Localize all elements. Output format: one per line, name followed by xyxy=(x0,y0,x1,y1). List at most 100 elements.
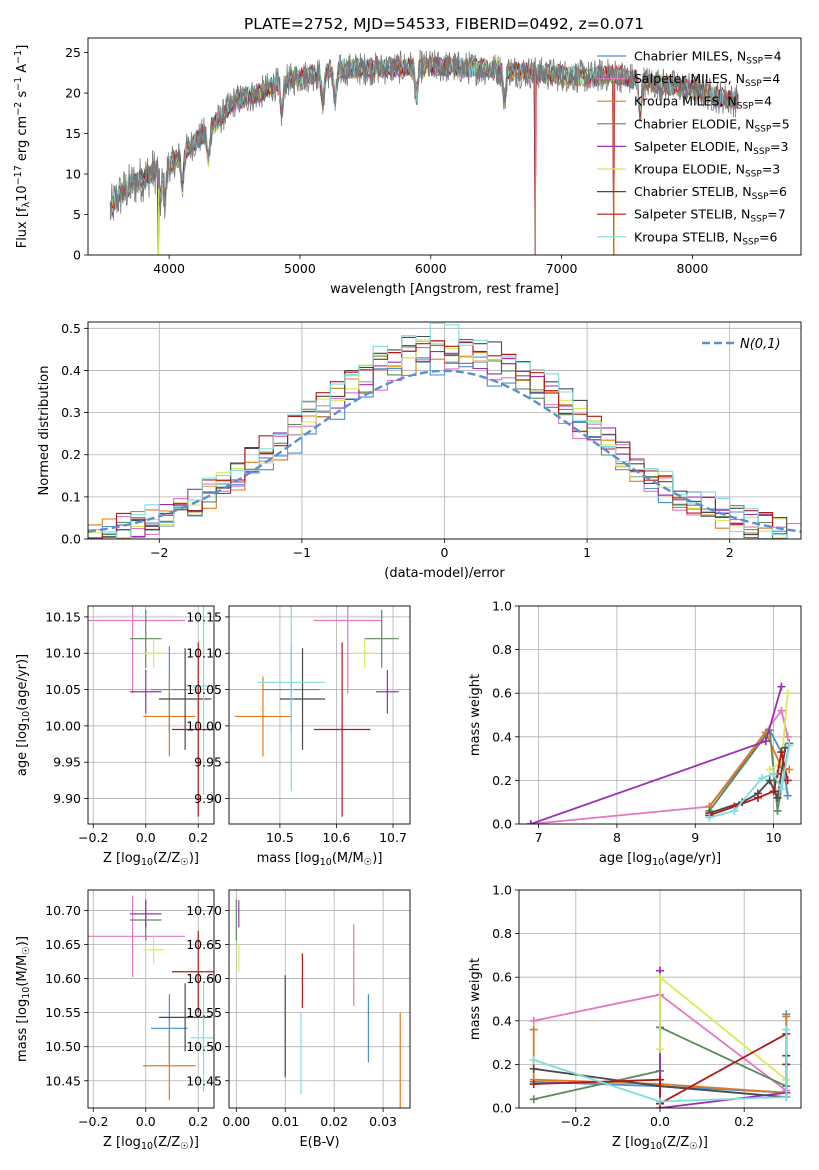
legend-entry: Kroupa MILES, NSSP=4 xyxy=(634,94,772,112)
residual-histogram xyxy=(88,347,801,539)
label-part: 10 xyxy=(141,1141,153,1152)
mass-weight-marker xyxy=(785,741,794,750)
spectrum-panel: 4000 5000 6000 7000 8000 0 5 10 15 20 25 wavelength… xyxy=(13,37,802,297)
y-tick-label: 10.10 xyxy=(45,646,81,661)
x-tick-label: 10.5 xyxy=(266,830,294,845)
label-part: (Z/Z xyxy=(662,1135,689,1150)
y-tick-label: 0.8 xyxy=(492,926,512,941)
y-tick-label: 0.2 xyxy=(61,447,81,462)
y-axis-label: mass weight xyxy=(468,674,483,756)
mass-weight-marker xyxy=(529,1095,538,1104)
mass-weight-line xyxy=(533,1029,788,1103)
y-axis-label: mass weight xyxy=(468,958,483,1040)
legend-entry-main: Salpeter MILES, N xyxy=(634,71,745,86)
label-part: ☉ xyxy=(364,857,373,868)
legend-entry: Chabrier ELODIE, NSSP=5 xyxy=(634,116,790,134)
y-tick-label: 0.6 xyxy=(492,970,512,985)
legend-entry: N(0,1) xyxy=(740,337,781,352)
mass-weight-marker xyxy=(777,785,786,794)
x-tick-label: 2 xyxy=(726,545,734,560)
mass-weight-marker xyxy=(783,732,792,741)
label-part: −1 xyxy=(13,50,24,64)
mass-vs-extinction-panel: 0.00 0.01 0.02 0.03 10.45 10.50 10.55 10.60 10.6… xyxy=(186,889,411,1150)
legend-entry: Kroupa ELODIE, NSSP=3 xyxy=(634,162,780,180)
legend-entry-subscript: SSP xyxy=(752,192,769,202)
legend-entry-tail: =4 xyxy=(763,49,781,64)
x-tick-label: 10 xyxy=(766,830,782,845)
y-tick-label: 0.4 xyxy=(61,363,81,378)
legend-entry-tail: =6 xyxy=(759,229,777,244)
x-axis-label: Z [log10(Z/Z☉)] xyxy=(103,851,199,868)
x-axis-label: (data-model)/error xyxy=(384,566,505,581)
y-tick-label: 1.0 xyxy=(492,883,512,898)
legend-entry-main: Kroupa MILES, N xyxy=(634,94,737,109)
mass-weight-marker xyxy=(529,1025,538,1034)
label-part: −1 xyxy=(13,77,24,91)
x-tick-label: 0.2 xyxy=(188,1114,208,1129)
x-tick-label: 6000 xyxy=(415,261,447,276)
axes-frame xyxy=(518,605,802,825)
plot-area xyxy=(88,895,214,1100)
label-part: 10 xyxy=(21,987,32,999)
label-part: )] xyxy=(189,851,199,866)
mass-weight-marker xyxy=(730,806,739,815)
mass-weight-marker xyxy=(783,776,792,785)
plot-area xyxy=(529,966,791,1108)
label-part: age [log xyxy=(15,723,30,776)
axes-frame xyxy=(87,321,802,540)
y-tick-label: 10.55 xyxy=(186,1005,222,1020)
y-tick-label: 0.4 xyxy=(492,729,512,744)
y-tick-label: 0.4 xyxy=(492,1013,512,1028)
mass-vs-metallicity-panel: −0.2 0.0 0.2 10.45 10.50 10.55 10.60 10.65 10.70… xyxy=(15,889,215,1152)
x-tick-label: 0.2 xyxy=(188,830,208,845)
label-part: 10 xyxy=(320,857,332,868)
x-tick-label: 10.7 xyxy=(379,830,407,845)
x-tick-label: 8 xyxy=(613,830,621,845)
legend-entry-main: Chabrier STELIB, N xyxy=(634,184,752,199)
mass-weight-marker xyxy=(705,813,714,822)
label-part: age [log xyxy=(599,851,652,866)
label-part: mass [log xyxy=(15,999,30,1062)
label-part: Normed distribution xyxy=(37,366,52,496)
legend-entry-main: Salpeter STELIB, N xyxy=(634,207,750,222)
legend-entry-subscript: SSP xyxy=(746,57,763,67)
label-part: mass weight xyxy=(468,674,483,756)
label-part: ☉ xyxy=(180,1141,189,1152)
y-tick-label: 10 xyxy=(65,167,81,182)
label-part: (Z/Z xyxy=(153,851,180,866)
y-tick-label: 10.05 xyxy=(45,682,81,697)
legend-entry-tail: =3 xyxy=(770,139,788,154)
label-part: A xyxy=(15,64,30,77)
residual-histogram xyxy=(88,335,801,539)
legend-entry-subscript: SSP xyxy=(737,102,754,112)
y-axis-label: mass [log10(M/M☉)] xyxy=(15,936,32,1062)
y-tick-label: 10.45 xyxy=(45,1073,81,1088)
label-part: λ xyxy=(21,201,32,207)
label-part: wavelength [Angstrom, rest frame] xyxy=(330,282,559,297)
mass-weight-marker xyxy=(769,769,778,778)
y-tick-label: 10.50 xyxy=(186,1039,222,1054)
y-axis-label: age [log10(age/yr)] xyxy=(15,654,32,776)
label-part: erg cm xyxy=(15,116,30,165)
legend-entry: Chabrier MILES, NSSP=4 xyxy=(634,49,782,67)
mass-weight-marker xyxy=(782,1012,791,1021)
y-tick-label: 10.15 xyxy=(45,609,81,624)
label-part: mass [log xyxy=(257,851,320,866)
mass-weight-marker xyxy=(529,1064,538,1073)
mass-weight-line xyxy=(709,745,791,819)
residuals-panel: −2 −1 0 1 2 0.0 0.1 0.2 0.3 0.4 0.5 (data-model)/er… xyxy=(37,321,802,581)
residual-histogram xyxy=(88,345,801,539)
x-tick-label: 0.0 xyxy=(136,1114,156,1129)
axes-frame xyxy=(228,889,411,1109)
y-tick-label: 9.95 xyxy=(194,755,222,770)
legend-entry-main: Salpeter ELODIE, N xyxy=(634,139,753,154)
y-tick-label: 10.60 xyxy=(45,971,81,986)
label-part: )] xyxy=(698,1135,708,1150)
legend-entry-tail: =5 xyxy=(771,116,789,131)
x-tick-label: 7 xyxy=(535,830,543,845)
legend-entry: Salpeter ELODIE, NSSP=3 xyxy=(634,139,788,157)
legend-entry-tail: =6 xyxy=(769,184,787,199)
normal-reference-curve xyxy=(88,369,801,533)
